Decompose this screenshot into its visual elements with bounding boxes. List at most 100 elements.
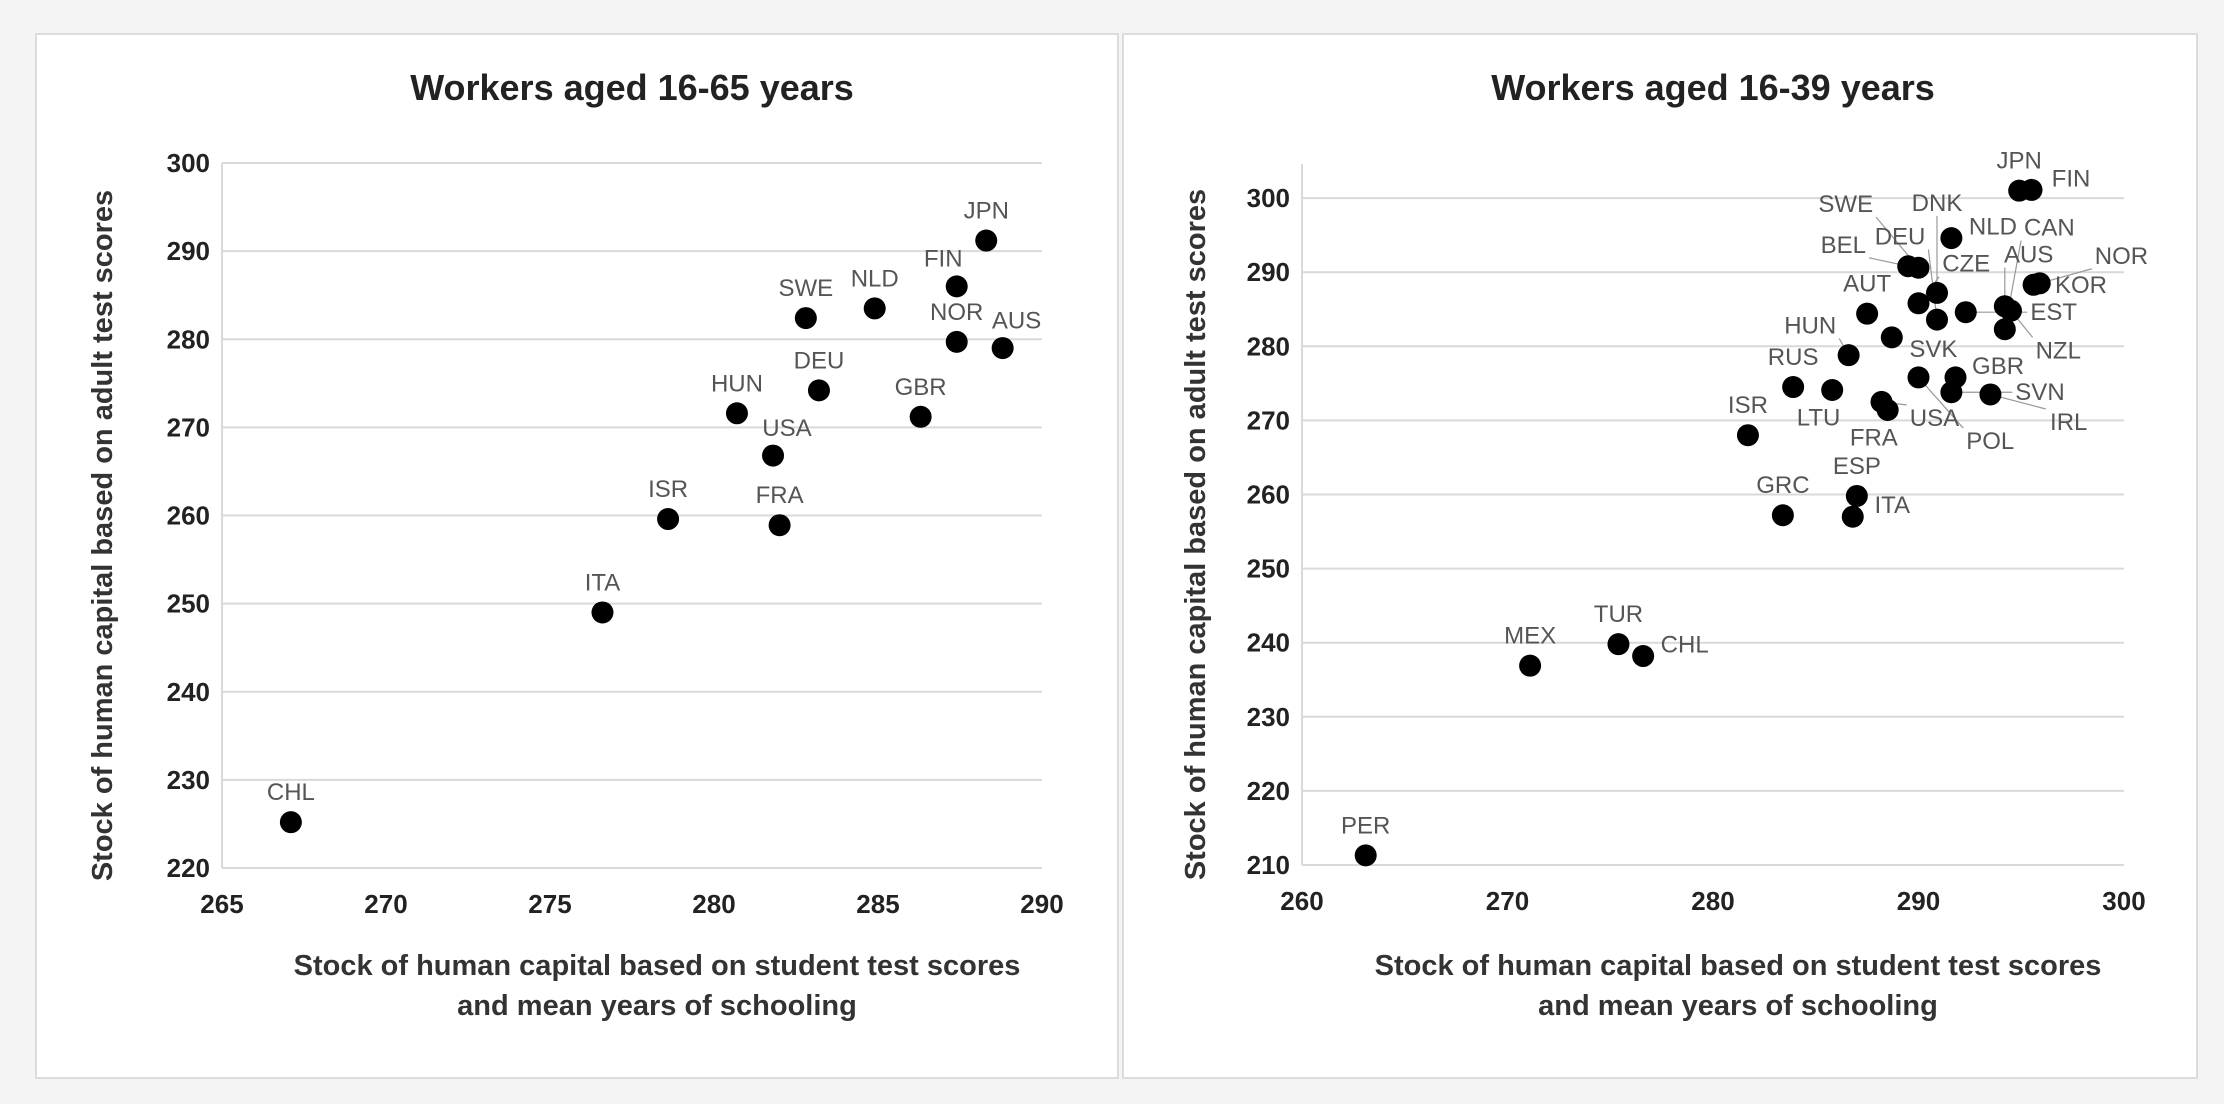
chart2-point-label-deu: DEU [1875, 223, 1926, 250]
chart2-point-hun [1837, 344, 1860, 367]
chart1-x-axis-label: and mean years of schooling [457, 990, 857, 1022]
chart2-point-label-jpn: JPN [1997, 148, 2042, 175]
chart1-x-tick-label: 290 [1020, 889, 1063, 919]
chart2-point-label-pol: POL [1966, 428, 2014, 455]
chart1-y-tick-label: 240 [167, 677, 210, 707]
left-chart-panel [35, 33, 1119, 1079]
chart1-x-tick-label: 285 [856, 889, 899, 919]
chart2-y-tick-label: 290 [1247, 257, 1290, 287]
chart2-point-label-isr: ISR [1728, 392, 1768, 419]
chart1-y-tick-label: 270 [167, 412, 210, 442]
chart1-y-tick-label: 290 [167, 236, 210, 266]
chart2-leader-line-pol [1918, 377, 1964, 429]
chart2-point-label-bel: BEL [1821, 232, 1866, 259]
chart2-point-label-ltu: LTU [1797, 405, 1841, 432]
chart1-point-label-swe: SWE [779, 275, 834, 302]
chart2-y-tick-label: 240 [1247, 628, 1290, 658]
chart1-x-tick-label: 270 [364, 889, 407, 919]
chart2-point-label-mex: MEX [1504, 623, 1556, 650]
chart1-title: Workers aged 16-65 years [410, 67, 854, 108]
chart2-point-label-cze: CZE [1942, 251, 1990, 278]
chart1-point-label-deu: DEU [794, 347, 845, 374]
chart1-point-label-jpn: JPN [964, 198, 1009, 225]
chart1-y-tick-label: 300 [167, 148, 210, 178]
chart1-point-label-usa: USA [762, 415, 811, 442]
chart1-point-nor [945, 330, 968, 353]
chart1-point-label-fra: FRA [756, 482, 804, 509]
chart1-y-tick-label: 230 [167, 765, 210, 795]
chart2-y-tick-label: 250 [1247, 554, 1290, 584]
chart2-point-label-svk: SVK [1909, 336, 1957, 363]
chart2-x-tick-label: 270 [1486, 886, 1529, 916]
chart1-point-label-hun: HUN [711, 370, 763, 397]
chart2-y-tick-label: 300 [1247, 183, 1290, 213]
chart2-point-label-svn: SVN [2015, 379, 2064, 406]
chart2-point-nld [1940, 227, 1963, 250]
chart2-point-ita [1841, 505, 1864, 528]
chart1-point-label-nor: NOR [930, 299, 983, 326]
chart1-point-usa [762, 444, 785, 467]
chart2-point-svk [1880, 326, 1903, 349]
chart2-point-label-grc: GRC [1756, 472, 1809, 499]
chart2-point-label-rus: RUS [1768, 344, 1819, 371]
chart2-y-axis-label: Stock of human capital based on adult te… [1180, 189, 1212, 880]
chart2-point-aut [1856, 302, 1879, 325]
chart2-point-label-kor: KOR [2055, 272, 2107, 299]
chart2-point-nor [2028, 272, 2051, 295]
chart1-point-aus [991, 337, 1014, 360]
chart2-y-tick-label: 210 [1247, 850, 1290, 880]
chart2-point-pol [1907, 366, 1930, 389]
chart1-point-chl [279, 811, 302, 834]
chart1-x-tick-label: 275 [528, 889, 571, 919]
chart2-point-label-aus: AUS [2004, 242, 2053, 269]
chart2-point-isr [1736, 424, 1759, 447]
chart2-point-label-esp: ESP [1833, 453, 1881, 480]
chart2-point-irl [1979, 383, 2002, 406]
chart2-point-label-ita: ITA [1874, 492, 1910, 519]
chart2-x-tick-label: 300 [2102, 886, 2145, 916]
chart2-point-label-can: CAN [2024, 215, 2075, 242]
chart1-point-label-nld: NLD [851, 265, 899, 292]
chart2-point-can [1993, 318, 2016, 341]
chart2-point-label-usa: USA [1910, 405, 1959, 432]
chart2-point-mex [1519, 654, 1542, 677]
chart2-point-label-est: EST [2030, 299, 2077, 326]
chart2-title: Workers aged 16-39 years [1491, 67, 1935, 108]
chart1-x-axis-label: Stock of human capital based on student … [294, 950, 1021, 982]
chart1-y-tick-label: 250 [167, 589, 210, 619]
chart2-point-per [1354, 844, 1377, 867]
chart2-point-label-swe: SWE [1818, 191, 1873, 218]
chart1-point-label-gbr: GBR [895, 374, 947, 401]
chart2-point-label-dnk: DNK [1912, 190, 1963, 217]
chart2-point-deu [1925, 308, 1948, 331]
chart2-x-tick-label: 290 [1897, 886, 1940, 916]
chart2-x-tick-label: 280 [1691, 886, 1734, 916]
chart1-point-isr [657, 508, 680, 531]
chart2-point-label-tur: TUR [1594, 601, 1643, 628]
chart2-point-dnk [1925, 281, 1948, 304]
chart2-point-label-per: PER [1341, 812, 1390, 839]
chart2-point-nzl [1999, 299, 2022, 322]
chart2-point-cze [1907, 292, 1930, 315]
chart2-point-label-irl: IRL [2050, 409, 2087, 436]
chart2-point-fra [1876, 399, 1899, 422]
chart2-point-chl [1632, 645, 1655, 668]
chart2-point-label-hun: HUN [1784, 312, 1836, 339]
chart1-point-fin [945, 275, 968, 298]
chart1-point-label-ita: ITA [585, 569, 621, 596]
chart2-point-ltu [1821, 379, 1844, 402]
chart1-point-gbr [909, 405, 932, 428]
chart1-point-label-aus: AUS [992, 307, 1041, 334]
chart2-x-axis-label: and mean years of schooling [1538, 990, 1938, 1022]
chart1-point-jpn [975, 229, 998, 252]
chart1-point-label-chl: CHL [267, 779, 315, 806]
chart2-point-label-nor: NOR [2095, 243, 2148, 270]
chart1-x-tick-label: 265 [200, 889, 243, 919]
chart1-y-tick-label: 280 [167, 324, 210, 354]
chart2-point-label-gbr: GBR [1972, 353, 2024, 380]
chart2-point-label-chl: CHL [1661, 632, 1709, 659]
chart2-x-tick-label: 260 [1280, 886, 1323, 916]
chart2-point-grc [1771, 504, 1794, 527]
chart2-point-tur [1607, 633, 1630, 656]
